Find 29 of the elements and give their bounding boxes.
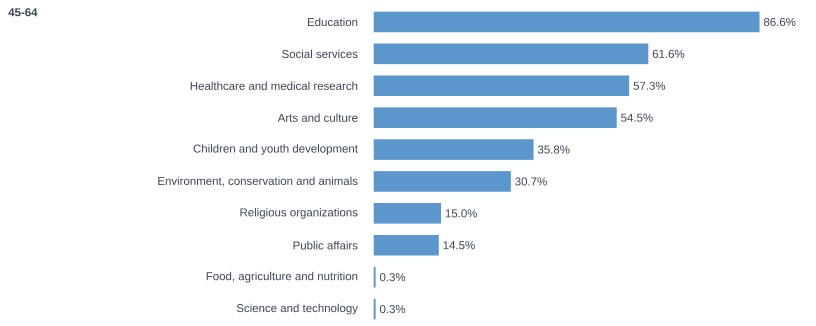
y-tick-label: Social services [282,50,358,58]
bar [374,171,511,192]
y-tick-label: Environment, conservation and animals [158,176,358,186]
text: 45-64 [8,8,38,16]
y-tick-label: Healthcare and medical research [190,82,358,90]
data-label: 57.3% [634,82,666,90]
data-label: 0.3% [380,305,406,314]
bar [374,234,439,256]
data-label: 86.6% [764,18,796,26]
data-label: 35.8% [538,146,570,154]
bar [374,139,534,160]
y-tick-label: Food, agriculture and nutrition [206,272,358,282]
data-label: 30.7% [515,177,547,186]
bar [374,107,617,128]
y-tick-label: Arts and culture [278,113,358,122]
bar [374,203,442,224]
bar [374,75,630,96]
data-label: 0.3% [380,273,406,282]
bar [374,44,648,64]
y-tick-label: Education [308,18,358,26]
bar [374,12,760,32]
data-label: 54.5% [621,114,653,122]
y-tick-label: Public affairs [294,241,358,250]
y-tick-label: Religious organizations [240,208,358,219]
y-tick-label: Science and technology [236,304,358,314]
data-label: 14.5% [444,241,475,250]
data-label: 61.6% [652,50,684,58]
y-tick-label: Children and youth development [194,144,358,155]
data-label: 15.0% [446,209,477,218]
